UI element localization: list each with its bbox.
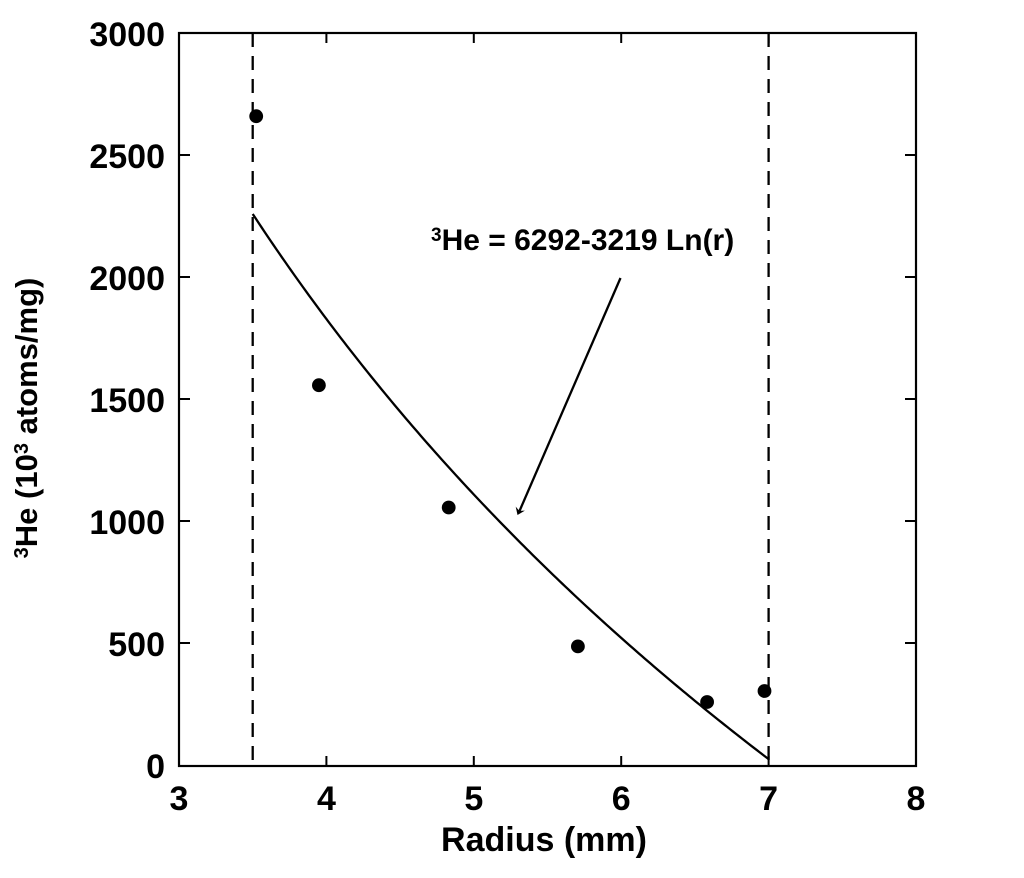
svg-text:3He (103 atoms/mg): 3He (103 atoms/mg) (9, 278, 44, 559)
svg-text:2500: 2500 (89, 138, 165, 176)
svg-text:Radius (mm): Radius (mm) (441, 821, 647, 859)
svg-text:4: 4 (317, 780, 336, 818)
svg-text:0: 0 (146, 748, 165, 786)
svg-text:1000: 1000 (89, 504, 165, 542)
svg-text:5: 5 (464, 780, 483, 818)
svg-text:7: 7 (759, 780, 778, 818)
svg-text:3000: 3000 (89, 16, 165, 54)
svg-text:500: 500 (108, 626, 165, 664)
svg-text:3He = 6292-3219 Ln(r): 3He = 6292-3219 Ln(r) (431, 224, 734, 257)
svg-text:3: 3 (170, 780, 189, 818)
svg-text:8: 8 (907, 780, 926, 818)
svg-text:1500: 1500 (89, 382, 165, 420)
svg-text:6: 6 (612, 780, 631, 818)
svg-text:2000: 2000 (89, 260, 165, 298)
